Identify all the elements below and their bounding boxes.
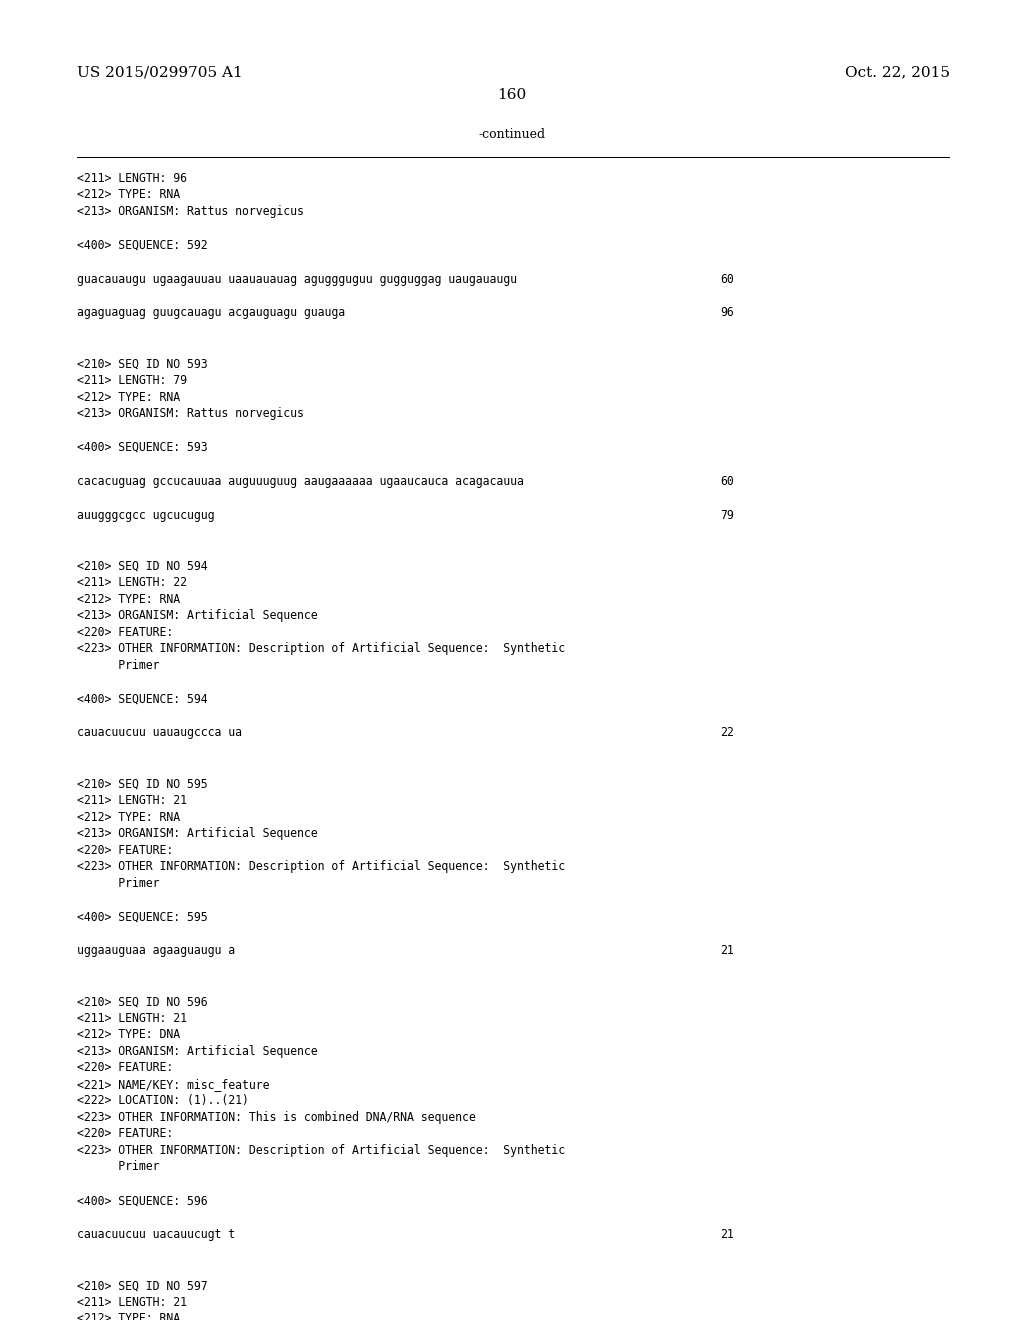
Text: guacauaugu ugaagauuau uaauauauag aguggguguu gugguggag uaugauaugu: guacauaugu ugaagauuau uaauauauag agugggu… — [77, 273, 517, 285]
Text: Primer: Primer — [77, 876, 160, 890]
Text: Oct. 22, 2015: Oct. 22, 2015 — [845, 65, 950, 79]
Text: <212> TYPE: RNA: <212> TYPE: RNA — [77, 391, 180, 404]
Text: <222> LOCATION: (1)..(21): <222> LOCATION: (1)..(21) — [77, 1094, 249, 1107]
Text: <223> OTHER INFORMATION: Description of Artificial Sequence:  Synthetic: <223> OTHER INFORMATION: Description of … — [77, 643, 565, 655]
Text: <212> TYPE: DNA: <212> TYPE: DNA — [77, 1028, 180, 1041]
Text: <221> NAME/KEY: misc_feature: <221> NAME/KEY: misc_feature — [77, 1078, 269, 1090]
Text: cauacuucuu uacauucugt t: cauacuucuu uacauucugt t — [77, 1228, 236, 1241]
Text: <213> ORGANISM: Rattus norvegicus: <213> ORGANISM: Rattus norvegicus — [77, 205, 304, 218]
Text: 60: 60 — [720, 475, 734, 488]
Text: -continued: -continued — [478, 128, 546, 141]
Text: <220> FEATURE:: <220> FEATURE: — [77, 1061, 173, 1074]
Text: 22: 22 — [720, 726, 734, 739]
Text: <210> SEQ ID NO 596: <210> SEQ ID NO 596 — [77, 995, 208, 1008]
Text: 21: 21 — [720, 1228, 734, 1241]
Text: 21: 21 — [720, 944, 734, 957]
Text: <220> FEATURE:: <220> FEATURE: — [77, 1127, 173, 1140]
Text: uggaauguaa agaaguaugu a: uggaauguaa agaaguaugu a — [77, 944, 236, 957]
Text: <212> TYPE: RNA: <212> TYPE: RNA — [77, 593, 180, 606]
Text: <212> TYPE: RNA: <212> TYPE: RNA — [77, 189, 180, 202]
Text: <210> SEQ ID NO 595: <210> SEQ ID NO 595 — [77, 777, 208, 791]
Text: <211> LENGTH: 96: <211> LENGTH: 96 — [77, 172, 187, 185]
Text: <400> SEQUENCE: 593: <400> SEQUENCE: 593 — [77, 441, 208, 454]
Text: <223> OTHER INFORMATION: Description of Artificial Sequence:  Synthetic: <223> OTHER INFORMATION: Description of … — [77, 1144, 565, 1156]
Text: <223> OTHER INFORMATION: This is combined DNA/RNA sequence: <223> OTHER INFORMATION: This is combine… — [77, 1111, 476, 1123]
Text: cacacuguag gccucauuaa auguuuguug aaugaaaaaa ugaaucauca acagacauua: cacacuguag gccucauuaa auguuuguug aaugaaa… — [77, 475, 524, 488]
Text: <400> SEQUENCE: 595: <400> SEQUENCE: 595 — [77, 911, 208, 924]
Text: <400> SEQUENCE: 594: <400> SEQUENCE: 594 — [77, 693, 208, 706]
Text: agaguaguag guugcauagu acgauguagu guauga: agaguaguag guugcauagu acgauguagu guauga — [77, 306, 345, 319]
Text: <210> SEQ ID NO 597: <210> SEQ ID NO 597 — [77, 1279, 208, 1292]
Text: <211> LENGTH: 21: <211> LENGTH: 21 — [77, 1012, 187, 1024]
Text: <212> TYPE: RNA: <212> TYPE: RNA — [77, 810, 180, 824]
Text: <213> ORGANISM: Artificial Sequence: <213> ORGANISM: Artificial Sequence — [77, 610, 317, 622]
Text: auugggcgcc ugcucugug: auugggcgcc ugcucugug — [77, 508, 214, 521]
Text: cauacuucuu uauaugccca ua: cauacuucuu uauaugccca ua — [77, 726, 242, 739]
Text: <213> ORGANISM: Artificial Sequence: <213> ORGANISM: Artificial Sequence — [77, 828, 317, 840]
Text: <210> SEQ ID NO 593: <210> SEQ ID NO 593 — [77, 358, 208, 371]
Text: <213> ORGANISM: Artificial Sequence: <213> ORGANISM: Artificial Sequence — [77, 1045, 317, 1057]
Text: US 2015/0299705 A1: US 2015/0299705 A1 — [77, 65, 243, 79]
Text: <400> SEQUENCE: 596: <400> SEQUENCE: 596 — [77, 1195, 208, 1208]
Text: <211> LENGTH: 21: <211> LENGTH: 21 — [77, 795, 187, 807]
Text: <223> OTHER INFORMATION: Description of Artificial Sequence:  Synthetic: <223> OTHER INFORMATION: Description of … — [77, 861, 565, 873]
Text: <220> FEATURE:: <220> FEATURE: — [77, 626, 173, 639]
Text: <212> TYPE: RNA: <212> TYPE: RNA — [77, 1312, 180, 1320]
Text: 79: 79 — [720, 508, 734, 521]
Text: 60: 60 — [720, 273, 734, 285]
Text: <210> SEQ ID NO 594: <210> SEQ ID NO 594 — [77, 560, 208, 573]
Text: Primer: Primer — [77, 1160, 160, 1173]
Text: 96: 96 — [720, 306, 734, 319]
Text: <220> FEATURE:: <220> FEATURE: — [77, 843, 173, 857]
Text: <400> SEQUENCE: 592: <400> SEQUENCE: 592 — [77, 239, 208, 252]
Text: <211> LENGTH: 21: <211> LENGTH: 21 — [77, 1296, 187, 1308]
Text: 160: 160 — [498, 88, 526, 102]
Text: <211> LENGTH: 79: <211> LENGTH: 79 — [77, 374, 187, 387]
Text: <213> ORGANISM: Rattus norvegicus: <213> ORGANISM: Rattus norvegicus — [77, 407, 304, 420]
Text: Primer: Primer — [77, 659, 160, 672]
Text: <211> LENGTH: 22: <211> LENGTH: 22 — [77, 577, 187, 589]
